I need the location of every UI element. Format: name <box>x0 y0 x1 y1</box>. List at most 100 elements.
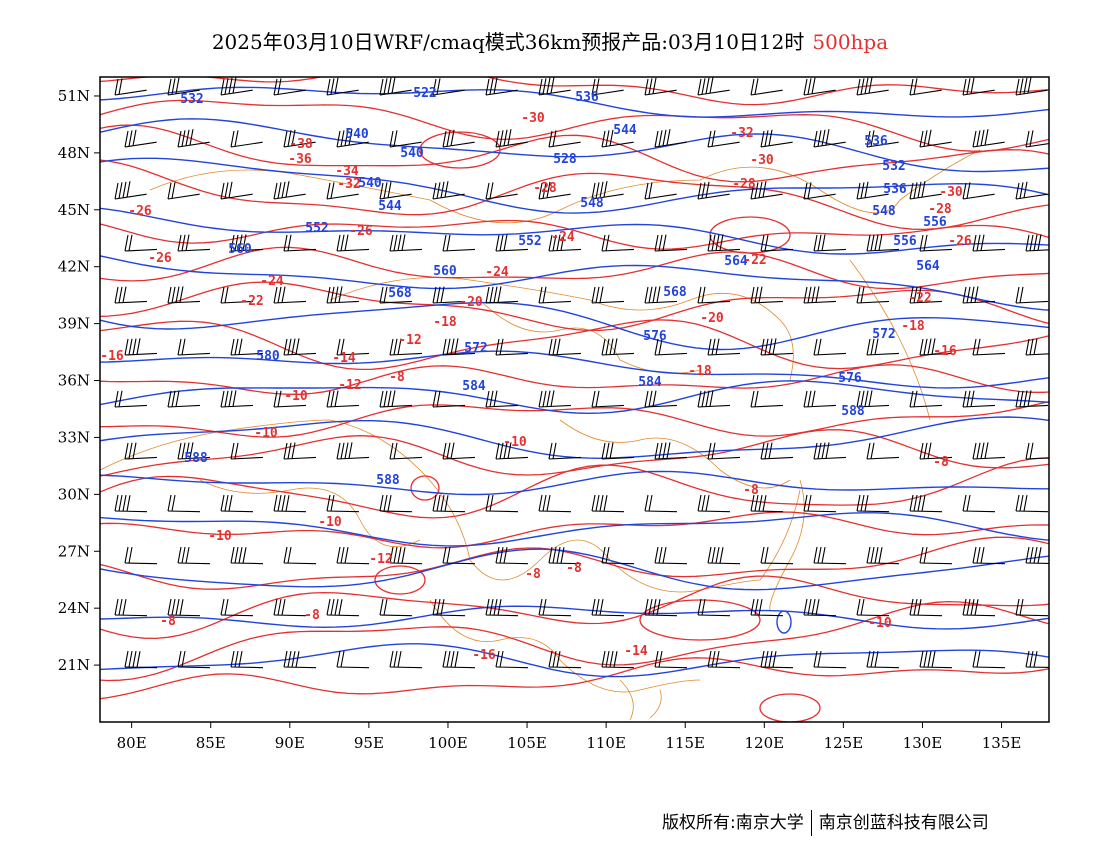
barb-feather <box>330 182 335 199</box>
barb-feather <box>542 494 547 512</box>
barb-feather <box>287 650 292 668</box>
barb-shaft <box>273 614 307 617</box>
wind-barb <box>972 234 1005 252</box>
barb-feather <box>344 129 349 146</box>
barb-feather <box>966 390 971 407</box>
barb-feather <box>550 77 555 94</box>
barb-feather <box>601 442 606 460</box>
temperature-contour <box>100 319 1049 371</box>
barb-shaft <box>866 562 900 565</box>
barb-shaft <box>601 456 634 460</box>
barb-feather <box>181 234 186 251</box>
barb-feather <box>705 390 710 407</box>
wind-barb <box>283 546 317 565</box>
wind-barb <box>972 546 1006 565</box>
barb-feather <box>656 286 661 303</box>
barb-feather <box>340 442 345 459</box>
barb-feather <box>974 599 979 616</box>
barb-feather <box>860 286 865 303</box>
barb-feather <box>923 546 928 564</box>
temperature-contour <box>100 575 1049 640</box>
barb-feather <box>1015 494 1020 512</box>
wind-barb <box>114 494 148 513</box>
barb-feather <box>228 390 233 407</box>
barb-shaft <box>1025 142 1049 148</box>
temperature-label: -8 <box>160 614 176 629</box>
wind-barb <box>124 650 158 669</box>
barb-shaft <box>1015 193 1048 200</box>
barb-feather <box>917 286 922 303</box>
geopotential-label: 540 <box>400 146 424 161</box>
wind-barb <box>124 129 157 148</box>
barb-feather <box>719 234 724 251</box>
barb-shaft <box>962 193 995 200</box>
barb-feather <box>136 338 141 355</box>
barb-feather <box>224 390 229 407</box>
barb-shaft <box>336 456 369 460</box>
barb-feather <box>870 130 875 147</box>
wind-barb <box>495 129 528 148</box>
wind-barb <box>326 286 359 304</box>
barb-feather <box>546 495 551 512</box>
barb-feather <box>697 78 702 96</box>
wind-barb <box>177 234 210 252</box>
wind-barb <box>389 234 422 252</box>
wind-barb <box>803 494 837 513</box>
barb-shaft <box>167 300 200 304</box>
barb-feather <box>228 495 233 512</box>
barb-feather <box>707 546 712 564</box>
barb-feather <box>754 286 759 303</box>
temperature-label: -8 <box>933 455 949 470</box>
barb-feather <box>132 651 137 668</box>
temperature-label: -32 <box>337 177 360 192</box>
barb-feather <box>609 442 614 459</box>
barb-feather <box>697 494 702 512</box>
wind-barb <box>495 234 528 252</box>
temperature-loop <box>639 599 761 641</box>
wind-barb <box>326 77 359 96</box>
wind-barb <box>813 546 847 565</box>
barb-feather <box>817 130 822 147</box>
barb-feather <box>715 651 720 668</box>
wind-barb <box>379 390 412 408</box>
barb-feather <box>754 78 759 95</box>
barb-feather <box>336 650 341 668</box>
barb-feather <box>128 650 133 668</box>
barb-feather <box>974 286 979 303</box>
barb-feather <box>136 651 141 668</box>
barb-feather <box>442 650 447 668</box>
barb-feather <box>656 599 661 616</box>
barb-feather <box>485 598 490 616</box>
wind-barb <box>803 77 836 96</box>
barb-shaft <box>124 352 157 356</box>
barb-shaft <box>707 562 741 565</box>
barb-feather <box>379 390 384 408</box>
barb-shaft <box>432 404 465 408</box>
barb-feather <box>980 442 985 459</box>
barb-feather <box>232 77 237 94</box>
barb-feather <box>1015 390 1020 408</box>
barb-feather <box>1025 234 1030 252</box>
geopotential-contour <box>100 548 1049 591</box>
barb-shaft <box>495 456 528 460</box>
barb-shaft <box>962 614 996 617</box>
wind-barb <box>379 598 413 617</box>
barb-shaft <box>760 456 793 460</box>
geopotential-contour <box>100 416 1049 460</box>
wind-barb <box>538 181 571 200</box>
geopotential-label: 540 <box>358 176 382 191</box>
temperature-label: -26 <box>128 204 152 219</box>
barb-feather <box>485 390 490 408</box>
barb-feather <box>379 286 384 304</box>
barb-feather <box>185 442 190 459</box>
barb-feather <box>118 598 123 616</box>
wind-barb <box>167 286 200 304</box>
barb-shaft <box>919 352 952 356</box>
barb-shaft <box>856 193 889 200</box>
barb-shaft <box>538 193 571 200</box>
barb-feather <box>613 338 618 355</box>
barb-feather <box>330 390 335 407</box>
barb-shaft <box>336 141 369 148</box>
barb-shaft <box>972 248 1005 252</box>
wind-barb <box>167 494 201 513</box>
